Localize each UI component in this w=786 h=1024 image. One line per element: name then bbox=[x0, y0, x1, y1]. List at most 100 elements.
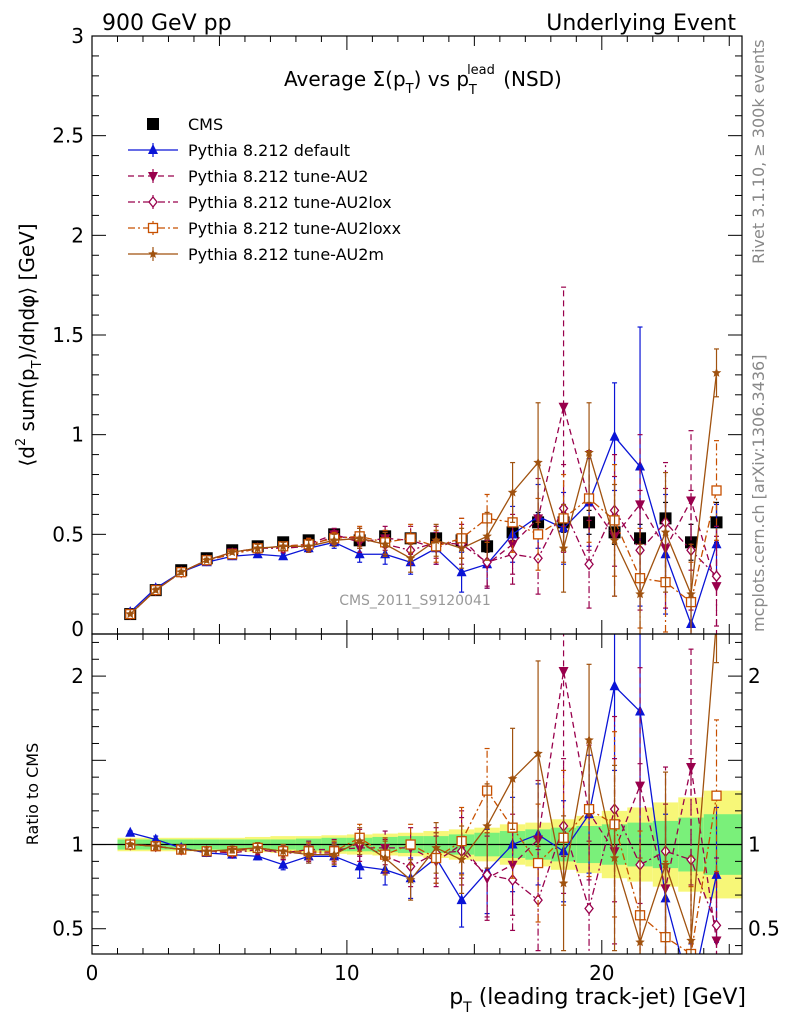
main-series-5-point bbox=[431, 535, 441, 545]
ratio-y-tick-label-right: 2 bbox=[748, 664, 761, 688]
main-series-5-point bbox=[252, 543, 263, 553]
legend-entry-5: Pythia 8.212 tune-AU2m bbox=[128, 245, 384, 264]
main-series-5-point bbox=[329, 535, 339, 545]
ratio-series-4-point bbox=[482, 821, 492, 830]
ratio-series-4-point bbox=[558, 878, 569, 888]
main-series-5-point bbox=[660, 527, 671, 537]
x-tick-label: 20 bbox=[589, 961, 614, 985]
main-y-axis-label: ⟨d2 sum(pT)/dηdφ⟩ [GeV] bbox=[14, 223, 45, 466]
ratio-series-1 bbox=[125, 634, 722, 954]
ratio-series-4-point bbox=[660, 859, 671, 869]
ratio-series-4-point bbox=[533, 748, 543, 758]
main-series-1-point bbox=[278, 550, 289, 561]
ratio-uncertainty-bands bbox=[92, 790, 742, 899]
ratio-series-4-point bbox=[431, 842, 441, 852]
main-series-5-point bbox=[686, 589, 696, 599]
side-label-bottom: mcplots.cern.ch [arXiv:1306.3436] bbox=[749, 355, 768, 632]
legend-marker-4 bbox=[147, 222, 159, 234]
ratio-y-axis-label: Ratio to CMS bbox=[23, 743, 42, 845]
main-series-5-point bbox=[227, 547, 237, 557]
ratio-series-2-point bbox=[584, 902, 594, 915]
legend-entry-3: Pythia 8.212 tune-AU2lox bbox=[128, 193, 392, 212]
main-y-tick-label: 0 bbox=[71, 617, 84, 641]
analysis-label: CMS_2011_S9120041 bbox=[339, 593, 491, 609]
ratio-series-4-point bbox=[686, 935, 696, 945]
main-series-5 bbox=[125, 348, 722, 634]
side-label-top: Rivet 3.1.10, ≥ 300k events bbox=[749, 39, 768, 264]
main-series-5-point bbox=[202, 555, 212, 565]
main-series-5-point bbox=[278, 541, 288, 551]
legend-label-2: Pythia 8.212 tune-AU2 bbox=[188, 167, 368, 186]
main-series-5-point bbox=[711, 367, 722, 377]
legend: CMS Pythia 8.212 default Pythia 8.212 tune… bbox=[128, 115, 401, 264]
x-axis-label: pT (leading track-jet) [GeV] bbox=[449, 985, 746, 1016]
ratio-series-0-point bbox=[150, 833, 161, 844]
main-y-tick-label: 1 bbox=[71, 423, 84, 447]
ratio-series-layer bbox=[125, 634, 722, 954]
ratio-series-2-point bbox=[507, 873, 518, 886]
main-series-5-point bbox=[354, 533, 365, 543]
legend-entry-1: Pythia 8.212 default bbox=[128, 141, 350, 160]
main-series-4 bbox=[125, 440, 722, 634]
main-series-2-point bbox=[558, 402, 569, 413]
main-series-5-point bbox=[303, 541, 314, 551]
main-y-tick-label: 3 bbox=[71, 24, 84, 48]
ratio-series-4 bbox=[125, 634, 720, 954]
main-series-2 bbox=[125, 286, 722, 634]
main-series-1-point bbox=[609, 430, 620, 441]
main-series-2-point bbox=[711, 582, 722, 593]
ratio-series-4-point bbox=[329, 849, 339, 859]
ratio-series-2-point bbox=[711, 919, 722, 932]
main-series-5-point bbox=[456, 543, 467, 553]
main-series-0-point bbox=[685, 536, 698, 549]
main-y-tick-label: 2.5 bbox=[52, 124, 84, 148]
main-series-5-point bbox=[584, 447, 594, 457]
legend-marker-0 bbox=[147, 118, 159, 130]
ratio-series-3-point bbox=[532, 857, 544, 869]
ratio-series-1-point bbox=[686, 763, 697, 774]
main-series-1-point bbox=[456, 566, 467, 577]
legend-marker-2 bbox=[148, 172, 158, 182]
ratio-series-3-line bbox=[130, 789, 718, 954]
main-series-5-point bbox=[151, 585, 161, 595]
main-series-5-point bbox=[507, 487, 518, 497]
ratio-series-4-point bbox=[176, 844, 186, 854]
ratio-y-tick-label-right: 1 bbox=[748, 833, 761, 857]
ratio-y-tick-label: 1 bbox=[71, 833, 84, 857]
main-series-4-point bbox=[711, 485, 722, 496]
ratio-series-4-point bbox=[151, 841, 161, 851]
ratio-series-1-point bbox=[635, 781, 646, 792]
ratio-series-4-point bbox=[456, 854, 467, 864]
ratio-series-4-point bbox=[635, 937, 645, 947]
ratio-series-0-point bbox=[354, 860, 365, 871]
legend-entry-4: Pythia 8.212 tune-AU2loxx bbox=[128, 219, 401, 238]
legend-label-0: CMS bbox=[188, 115, 223, 134]
main-series-5-point bbox=[635, 589, 645, 599]
main-series-4-point bbox=[532, 529, 544, 540]
main-series-5-point bbox=[533, 457, 543, 467]
main-series-5-point bbox=[609, 535, 620, 545]
ratio-series-4-point bbox=[303, 849, 314, 859]
main-series-2-line bbox=[129, 406, 718, 615]
ratio-series-4-point bbox=[609, 853, 620, 862]
x-tick-label: 0 bbox=[86, 961, 99, 985]
main-series-1-point bbox=[635, 460, 646, 471]
legend-marker-1 bbox=[148, 144, 158, 154]
main-y-tick-label: 2 bbox=[71, 223, 84, 247]
ratio-y-tick-label: 0.5 bbox=[52, 917, 84, 941]
ratio-frame bbox=[91, 633, 743, 955]
legend-entry-2: Pythia 8.212 tune-AU2 bbox=[128, 167, 368, 186]
main-series-1-point bbox=[354, 548, 365, 559]
ratio-series-4-point bbox=[507, 773, 518, 783]
main-series-5-point bbox=[405, 553, 416, 563]
main-series-3-point bbox=[711, 570, 722, 583]
ratio-series-4-point bbox=[405, 874, 416, 884]
header-left: 900 GeV pp bbox=[102, 11, 232, 36]
main-series-4-point bbox=[405, 533, 416, 544]
ratio-series-4-point bbox=[125, 839, 135, 849]
ratio-series-2-point bbox=[482, 868, 492, 881]
main-plot-title: Average Σ(pT) vs plead T (NSD) bbox=[284, 63, 562, 98]
